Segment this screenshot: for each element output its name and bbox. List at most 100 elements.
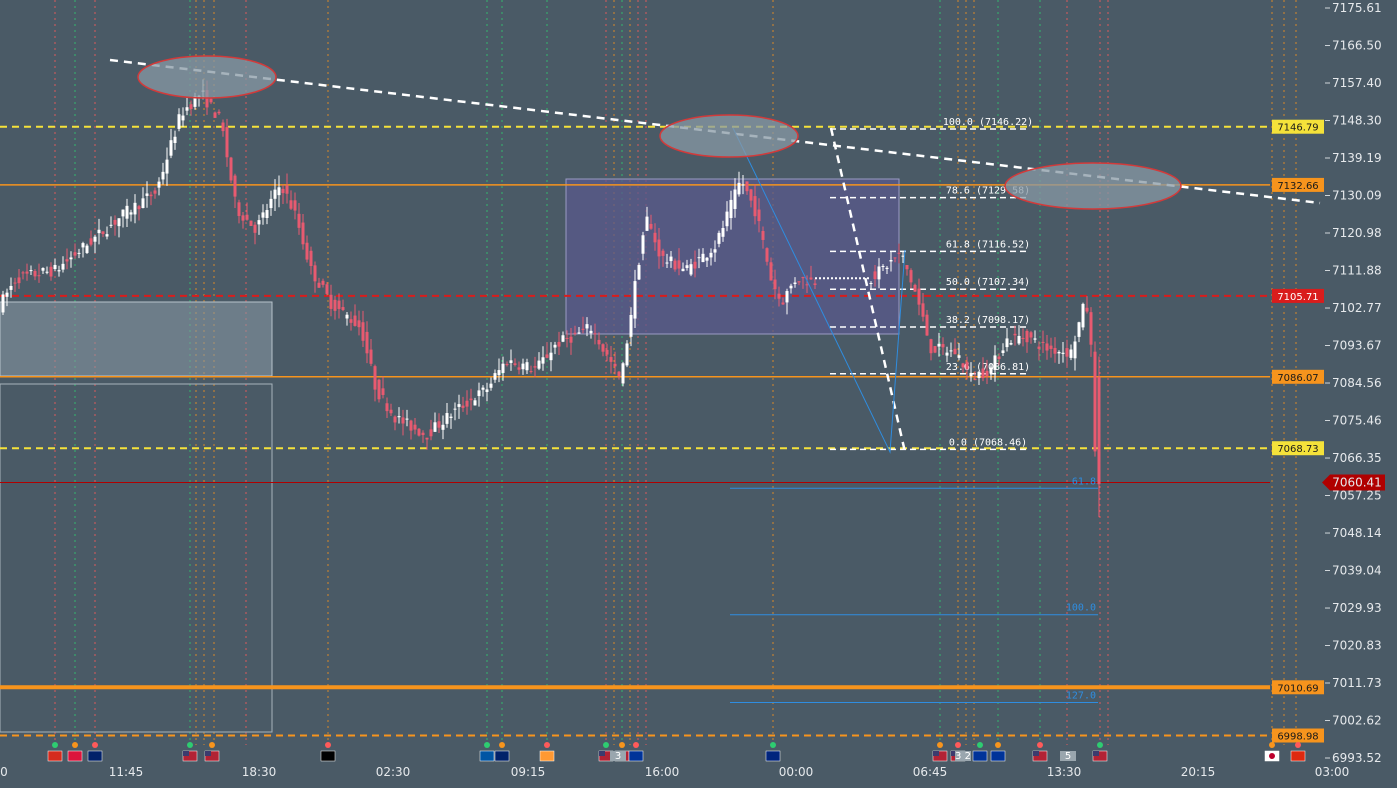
fib-level-label: 61.8 (7116.52) [946,239,1030,250]
abc-wave-line[interactable] [732,127,906,454]
price-tag [1272,728,1324,743]
flag-us-icon[interactable] [182,742,198,762]
time-tick-label: 00:00 [779,765,814,779]
price-axis[interactable]: 7175.61 7166.50 7157.40 7148.30 7139.19 7130.… [1325,1,1382,765]
candle-body [609,357,613,362]
candle-body [617,371,621,377]
candle-body [705,257,709,261]
candle-body [801,277,805,279]
candle-body [221,122,225,132]
candle-body [269,198,273,209]
flag-pl-icon[interactable] [67,742,83,762]
flag-us-icon[interactable] [932,742,948,762]
candle-body [409,420,413,431]
price-tick-label: 7139.19 [1332,151,1382,165]
candle-body [921,303,925,317]
candle-body [485,389,489,393]
flag-eu-icon[interactable] [628,742,644,762]
flag-us-icon[interactable] [1092,742,1108,762]
impact-dot [633,742,639,748]
candle-body [457,404,461,407]
candle-body [429,429,433,437]
price-tick-label: 7157.40 [1332,76,1382,90]
candle-body [669,256,673,262]
flag-fr-icon[interactable] [479,742,495,762]
flag-body [47,750,63,762]
highlight-ellipse-2[interactable] [659,114,799,158]
candle-body [957,355,961,358]
candle-body [389,409,393,414]
candle-body [205,90,209,108]
candle-body [697,257,701,259]
candle-body [1097,377,1101,485]
flag-us-icon[interactable] [1032,742,1048,762]
candle-body [5,292,9,297]
time-tick-label: 18:30 [242,765,277,779]
candle-body [349,319,353,323]
candle-body [169,140,173,156]
candle-body [129,212,133,215]
time-tick-label: 20:15 [1181,765,1216,779]
impact-dot [977,742,983,748]
candle-body [121,209,125,217]
drawings [109,55,1321,454]
candle-body [213,112,217,118]
candle-body [41,268,45,271]
event-count-badge[interactable] [955,751,971,761]
price-tag [1272,177,1324,192]
time-axis[interactable]: 0 11:45 18:30 02:30 09:15 16:00 00:00 06:45 13:3… [0,765,1349,779]
flag-uk-icon[interactable] [494,742,510,762]
flag-eu-icon[interactable] [972,742,988,762]
candle-body [505,364,509,366]
event-count-badge[interactable] [1060,751,1076,761]
candle-body [541,357,545,364]
candle-body [1069,349,1073,358]
candle-body [445,413,449,424]
flag-in-icon[interactable] [539,742,555,762]
event-count-text: 3 [615,751,621,762]
candle-body [805,284,809,286]
candle-body [461,405,465,408]
flag-jp-icon[interactable] [1264,742,1280,762]
highlight-ellipse-1[interactable] [137,55,277,99]
candle-body [173,136,177,143]
candle-body [481,387,485,390]
fib-level-label: 0.0 (7068.46) [949,437,1027,448]
candle-body [897,252,901,254]
flag-de-icon[interactable] [320,742,336,762]
price-tag-text: 7132.66 [1277,181,1318,192]
candle-body [373,366,377,390]
price-level-lines [0,125,1270,737]
price-tick-label: 7066.35 [1332,451,1382,465]
candle-body [877,266,881,280]
last-price-tag[interactable] [1322,474,1385,491]
candle-body [89,238,93,245]
flag-uk-icon[interactable] [87,742,103,762]
candle-body [437,421,441,428]
candle-body [1025,330,1029,343]
candle-body [325,284,329,294]
candle-body [737,182,741,195]
highlight-ellipse-3[interactable] [1004,162,1182,210]
candle-body [245,214,249,220]
candle-body [665,262,669,264]
flag-nz-icon[interactable] [765,742,781,762]
candle-body [645,216,649,231]
candle-body [709,252,713,258]
candle-body [869,282,873,284]
candle-body [285,185,289,194]
flag-cn-icon[interactable] [1290,742,1306,762]
candle-body [101,231,105,235]
candle-body [661,250,665,256]
candle-body [157,181,161,188]
candle-body [105,234,109,237]
candle-body [65,259,69,262]
event-count-badge[interactable] [610,751,626,761]
flag-eu-icon[interactable] [990,742,1006,762]
flag-us-icon[interactable] [204,742,220,762]
price-tick-label: 7048.14 [1332,526,1382,540]
candle-body [393,416,397,423]
impact-dot [52,742,58,748]
flag-cz-icon[interactable] [47,742,63,762]
